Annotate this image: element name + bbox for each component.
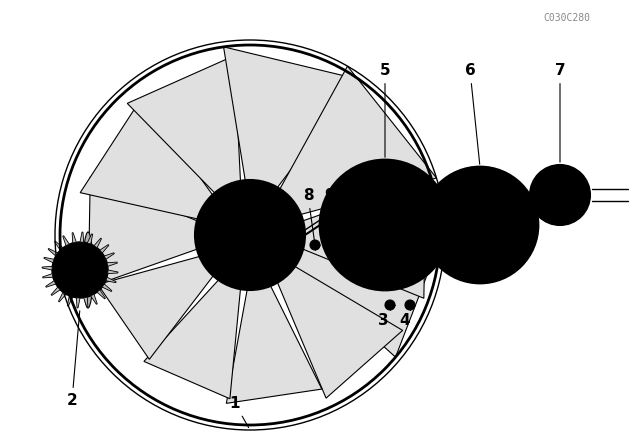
Circle shape bbox=[488, 233, 495, 240]
Text: 6: 6 bbox=[465, 63, 480, 164]
Circle shape bbox=[430, 175, 530, 275]
Text: 1: 1 bbox=[230, 396, 248, 427]
Polygon shape bbox=[42, 267, 52, 270]
Circle shape bbox=[385, 300, 395, 310]
Circle shape bbox=[310, 240, 320, 250]
Text: C030C280: C030C280 bbox=[543, 13, 590, 23]
Circle shape bbox=[530, 165, 590, 225]
Ellipse shape bbox=[83, 232, 93, 308]
Circle shape bbox=[230, 215, 270, 255]
Polygon shape bbox=[80, 232, 84, 242]
Polygon shape bbox=[102, 284, 112, 292]
Circle shape bbox=[195, 180, 305, 290]
Circle shape bbox=[458, 203, 502, 247]
Polygon shape bbox=[100, 245, 109, 253]
Circle shape bbox=[62, 252, 98, 288]
Circle shape bbox=[422, 167, 538, 283]
Polygon shape bbox=[84, 297, 88, 307]
Text: 2: 2 bbox=[67, 311, 80, 408]
Polygon shape bbox=[295, 240, 440, 357]
Polygon shape bbox=[104, 253, 115, 259]
Circle shape bbox=[481, 206, 488, 213]
Circle shape bbox=[405, 300, 415, 310]
Polygon shape bbox=[44, 257, 54, 263]
Polygon shape bbox=[43, 274, 53, 278]
Polygon shape bbox=[97, 290, 106, 299]
Polygon shape bbox=[144, 280, 241, 399]
Polygon shape bbox=[108, 270, 118, 274]
Polygon shape bbox=[127, 56, 241, 193]
Circle shape bbox=[320, 160, 450, 290]
Text: 9: 9 bbox=[324, 188, 335, 242]
Text: 8: 8 bbox=[303, 188, 315, 242]
Polygon shape bbox=[80, 97, 212, 219]
Circle shape bbox=[240, 225, 260, 245]
Polygon shape bbox=[278, 267, 403, 398]
Circle shape bbox=[546, 181, 574, 209]
Circle shape bbox=[52, 242, 108, 298]
Polygon shape bbox=[280, 66, 436, 215]
Circle shape bbox=[468, 213, 492, 237]
Circle shape bbox=[442, 187, 518, 263]
Polygon shape bbox=[227, 286, 322, 403]
Polygon shape bbox=[51, 287, 60, 295]
Polygon shape bbox=[91, 294, 97, 304]
Circle shape bbox=[325, 165, 445, 285]
Circle shape bbox=[355, 195, 415, 255]
Polygon shape bbox=[58, 292, 66, 302]
Circle shape bbox=[371, 238, 379, 246]
Circle shape bbox=[70, 260, 90, 280]
Polygon shape bbox=[223, 47, 359, 187]
Polygon shape bbox=[63, 236, 69, 246]
Circle shape bbox=[461, 226, 468, 233]
Polygon shape bbox=[94, 238, 102, 248]
Circle shape bbox=[367, 207, 403, 243]
Text: 7: 7 bbox=[555, 63, 565, 162]
Text: 5: 5 bbox=[380, 63, 390, 157]
Polygon shape bbox=[45, 281, 56, 287]
Text: 3: 3 bbox=[378, 307, 389, 328]
Polygon shape bbox=[107, 262, 117, 267]
Polygon shape bbox=[106, 277, 116, 283]
Polygon shape bbox=[67, 296, 73, 306]
Polygon shape bbox=[72, 233, 76, 243]
Polygon shape bbox=[87, 234, 93, 244]
Polygon shape bbox=[88, 177, 197, 288]
Polygon shape bbox=[54, 241, 63, 250]
Circle shape bbox=[401, 221, 409, 229]
Circle shape bbox=[333, 173, 437, 277]
Circle shape bbox=[371, 204, 379, 211]
Polygon shape bbox=[303, 178, 426, 298]
Polygon shape bbox=[98, 257, 213, 359]
Text: 4: 4 bbox=[400, 305, 410, 328]
Circle shape bbox=[375, 215, 395, 235]
Polygon shape bbox=[76, 298, 80, 308]
Circle shape bbox=[330, 240, 340, 250]
Circle shape bbox=[538, 173, 582, 217]
Circle shape bbox=[220, 205, 280, 265]
Circle shape bbox=[200, 185, 300, 285]
Polygon shape bbox=[48, 249, 58, 256]
